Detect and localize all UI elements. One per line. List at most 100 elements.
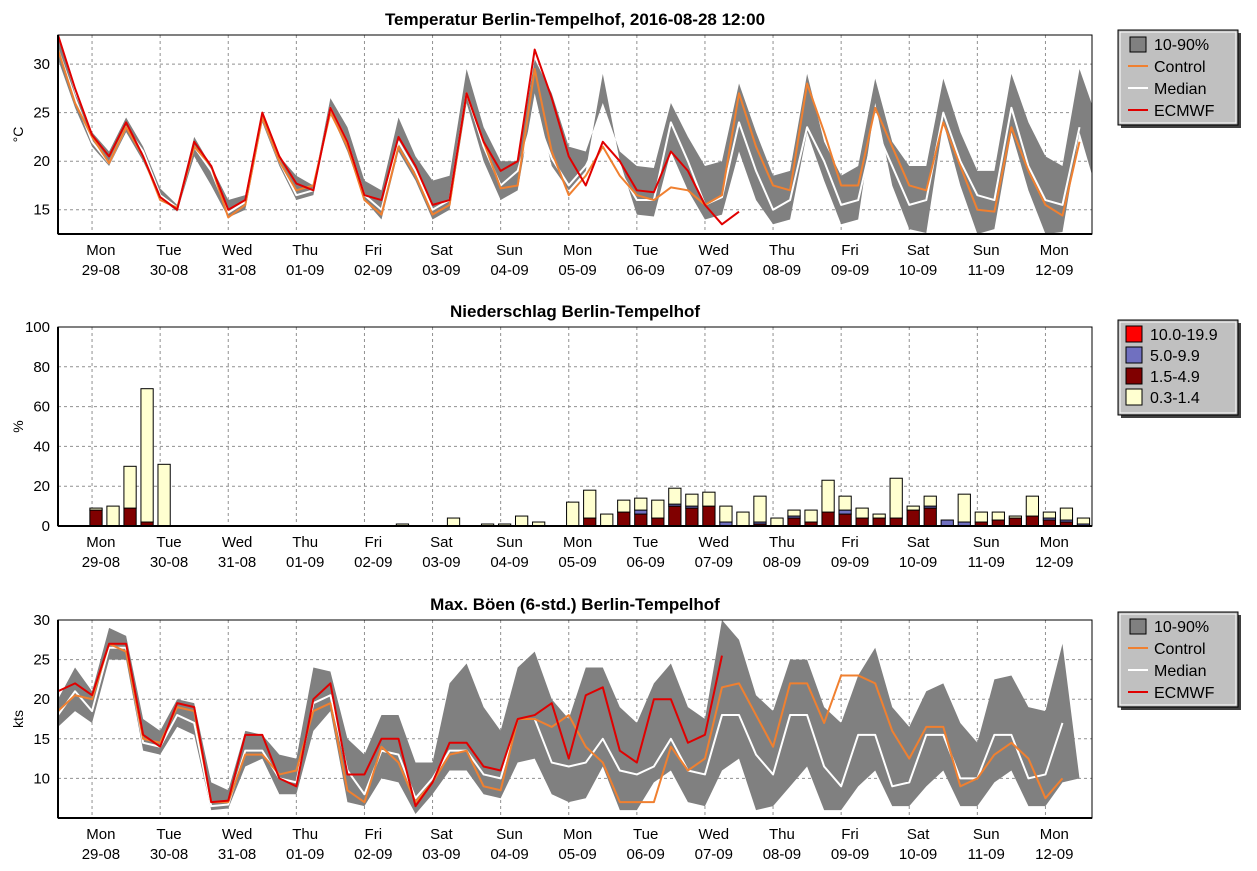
legend-swatch [1125, 346, 1143, 364]
bar-0.3-1.4 [157, 463, 171, 526]
bar-0.3-1.4 [1128, 518, 1140, 522]
x-tick-day: Sat [430, 534, 453, 551]
x-tick-date: 01-09 [286, 262, 324, 279]
bar-0.3-1.4 [123, 465, 137, 509]
x-tick-date: 02-09 [354, 846, 392, 863]
median-line [58, 646, 1064, 808]
x-tick-day: Sat [430, 242, 453, 259]
bar-0.3-1.4 [583, 489, 597, 519]
x-tick-day: Thu [769, 242, 795, 259]
y-axis-label: % [10, 420, 26, 432]
y-tick-label: 100 [25, 319, 50, 336]
x-tick-day: Fri [365, 242, 383, 259]
x-tick-date: 30-08 [150, 846, 188, 863]
y-tick-label: 30 [33, 612, 50, 629]
legend-label: Control [1154, 59, 1206, 76]
x-tick-day: Mon [563, 242, 592, 259]
x-tick-date: 31-08 [218, 262, 256, 279]
bar-5.0-9.9 [940, 519, 954, 526]
x-tick-day: Mon [563, 826, 592, 843]
x-tick-day: Wed [222, 534, 253, 551]
x-tick-day: Mon [1040, 242, 1069, 259]
plot-content [58, 35, 1092, 234]
y-axis-label: °C [10, 127, 26, 143]
bar-0.3-1.4 [719, 505, 733, 523]
legend-label: Control [1154, 641, 1206, 658]
legend-label: ECMWF [1154, 685, 1215, 702]
legend-label: 10.0-19.9 [1150, 327, 1218, 344]
legend-label: 10-90% [1154, 37, 1209, 54]
x-tick-date: 29-08 [82, 262, 120, 279]
x-tick-date: 29-08 [82, 846, 120, 863]
x-tick-date: 08-09 [763, 554, 801, 571]
median-line [58, 49, 1081, 214]
x-tick-date: 07-09 [695, 846, 733, 863]
x-tick-date: 06-09 [627, 262, 665, 279]
bar-1.5-4.9 [1145, 524, 1157, 526]
x-tick-day: Mon [86, 534, 115, 551]
x-tick-day: Tue [156, 242, 181, 259]
bar-0.3-1.4 [1145, 518, 1157, 522]
x-tick-day: Thu [292, 826, 318, 843]
bar-1.5-4.9 [651, 517, 665, 526]
chart-title: Niederschlag Berlin-Tempelhof [450, 302, 700, 321]
panel-2: Mon 29-08 Tue 30-08 Wed 31-08 Thu 01-09 Fri 02-09… [10, 302, 1241, 571]
bar-0.3-1.4 [514, 515, 529, 526]
x-tick-date: 04-09 [490, 262, 528, 279]
bar-0.3-1.4 [821, 479, 835, 513]
y-tick-label: 30 [33, 56, 50, 73]
bar-0.3-1.4 [1162, 520, 1174, 526]
x-tick-day: Tue [156, 534, 181, 551]
y-tick-label: 25 [33, 105, 50, 122]
control-line [58, 642, 1064, 804]
bar-5.0-9.9 [1128, 522, 1140, 524]
x-tick-day: Sun [973, 534, 1000, 551]
x-tick-day: Fri [365, 826, 383, 843]
x-tick-day: Sun [973, 242, 1000, 259]
bar-1.5-4.9 [923, 507, 937, 526]
x-tick-date: 11-09 [968, 554, 1005, 571]
x-tick-date: 10-09 [899, 262, 937, 279]
bar-1.5-4.9 [617, 511, 631, 526]
x-tick-day: Fri [365, 534, 383, 551]
x-tick-date: 11-09 [968, 846, 1005, 863]
x-tick-date: 08-09 [763, 846, 801, 863]
legend-swatch-band [1129, 36, 1147, 53]
x-tick-day: Thu [292, 242, 318, 259]
x-tick-date: 31-08 [218, 554, 256, 571]
legend-label: 10-90% [1154, 619, 1209, 636]
y-tick-label: 60 [33, 399, 50, 416]
x-tick-date: 06-09 [627, 846, 665, 863]
bar-0.3-1.4 [140, 388, 154, 523]
x-tick-day: Tue [633, 534, 658, 551]
legend-label: ECMWF [1154, 103, 1215, 120]
x-tick-date: 03-09 [422, 846, 460, 863]
x-tick-day: Tue [633, 242, 658, 259]
x-tick-date: 05-09 [558, 846, 596, 863]
bar-0.3-1.4 [736, 511, 750, 526]
x-tick-date: 10-09 [899, 846, 937, 863]
legend-label: 5.0-9.9 [1150, 348, 1200, 365]
x-tick-day: Thu [769, 826, 795, 843]
bar-0.3-1.4 [1025, 495, 1040, 517]
x-tick-day: Thu [769, 534, 795, 551]
legend-label: Median [1154, 81, 1206, 98]
bar-1.5-4.9 [685, 507, 699, 526]
x-tick-date: 04-09 [490, 846, 528, 863]
bar-5.0-9.9 [1145, 522, 1157, 524]
x-tick-date: 09-09 [831, 846, 869, 863]
x-tick-day: Mon [1040, 826, 1069, 843]
bar-0.3-1.4 [600, 513, 614, 526]
x-tick-date: 30-08 [150, 554, 188, 571]
bar-0.3-1.4 [906, 505, 920, 511]
bar-1.5-4.9 [1008, 517, 1022, 526]
bar-0.3-1.4 [787, 509, 801, 517]
x-tick-day: Wed [699, 242, 730, 259]
y-tick-label: 40 [33, 438, 50, 455]
bar-0.3-1.4 [974, 511, 988, 523]
x-tick-date: 07-09 [695, 554, 733, 571]
x-tick-date: 12-09 [1035, 554, 1073, 571]
bar-1.5-4.9 [1025, 515, 1040, 526]
ecmwf-line [58, 642, 723, 808]
x-tick-date: 11-09 [968, 262, 1005, 279]
